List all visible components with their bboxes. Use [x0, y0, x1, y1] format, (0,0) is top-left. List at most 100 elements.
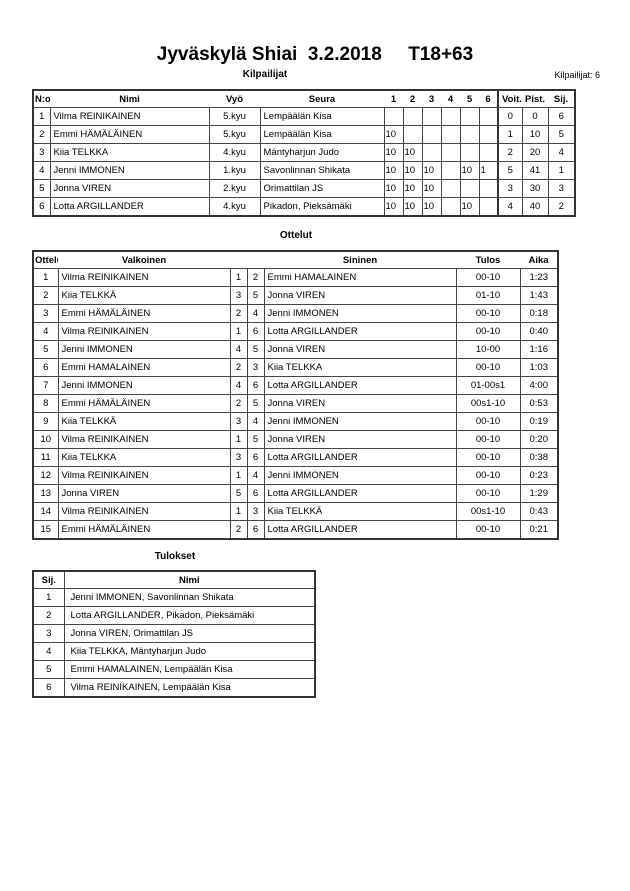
- match-row: 9 Kiia TELKKÄ 3 4 Jenni IMMONEN 00-10 0:19: [32, 412, 559, 431]
- blue-number: 4: [246, 304, 265, 323]
- match-result: 00-10: [455, 304, 521, 323]
- match-result: 00-10: [455, 322, 521, 341]
- col-header: Vyö: [209, 90, 260, 108]
- match-number: 2: [32, 286, 59, 305]
- score-cell: [459, 107, 480, 126]
- competitor-name: Vilma REINIKAINEN: [49, 107, 210, 126]
- match-number: 10: [32, 430, 59, 449]
- score-cell: [440, 179, 461, 198]
- col-sij: Sij.: [33, 571, 64, 589]
- competitor-row: 4 Jenni IMMONEN 1.kyu Savonlinnan Shikata 10…: [32, 161, 576, 180]
- competitor-number: 3: [32, 143, 51, 162]
- score-cell: 10: [402, 197, 423, 217]
- col-aika: Aika: [520, 251, 558, 269]
- competitor-number: 2: [32, 125, 51, 144]
- score-cell: [478, 107, 499, 126]
- white-number: 1: [229, 466, 248, 485]
- score-cell: 10: [459, 197, 480, 217]
- blue-number: 4: [246, 466, 265, 485]
- match-time: 0:20: [519, 430, 559, 449]
- col-header: 2: [403, 90, 422, 108]
- blue-number: 4: [246, 412, 265, 431]
- white-name: Vilma REINIKAINEN: [57, 430, 231, 449]
- blue-number: 5: [246, 430, 265, 449]
- white-name: Kiia TELKKÄ: [57, 286, 231, 305]
- result-name: Vilma REINIKAINEN, Lempäälän Kisa: [63, 678, 316, 698]
- competitor-belt: 1.kyu: [208, 161, 261, 180]
- col-header: 5: [460, 90, 479, 108]
- match-row: 4 Vilma REINIKAINEN 1 6 Lotta ARGILLANDER 00-…: [32, 322, 559, 341]
- match-time: 1:29: [519, 484, 559, 503]
- match-time: 0:53: [519, 394, 559, 413]
- match-row: 5 Jenni IMMONEN 4 5 Jonna VIREN 10-00 1:16: [32, 340, 559, 359]
- score-cell: 10: [383, 179, 404, 198]
- match-time: 1:03: [519, 358, 559, 377]
- match-row: 14 Vilma REINIKAINEN 1 3 Kiia TELKKÄ 00s1-10 0…: [32, 502, 559, 521]
- score-cell: [478, 143, 499, 162]
- competitor-points: 41: [521, 161, 549, 180]
- col-header: Sij.: [548, 90, 575, 108]
- result-row: 6 Vilma REINIKAINEN, Lempäälän Kisa: [32, 678, 316, 698]
- match-number: 9: [32, 412, 59, 431]
- competitor-club: Lempäälän Kisa: [259, 107, 385, 126]
- competitor-name: Emmi HÄMÄLÄINEN: [49, 125, 210, 144]
- white-number: 3: [229, 286, 248, 305]
- competitor-name: Kiia TELKKA: [49, 143, 210, 162]
- match-number: 1: [32, 268, 59, 287]
- match-time: 4:00: [519, 376, 559, 395]
- score-cell: 10: [402, 143, 423, 162]
- blue-name: Jonna VIREN: [263, 286, 457, 305]
- score-cell: [402, 107, 423, 126]
- match-result: 00-10: [455, 520, 521, 540]
- competitor-place: 2: [547, 197, 576, 217]
- white-number: 3: [229, 412, 248, 431]
- match-result: 01-10: [455, 286, 521, 305]
- blue-name: Lotta ARGILLANDER: [263, 520, 457, 540]
- blue-name: Jenni IMMONEN: [263, 412, 457, 431]
- col-sininen: Sininen: [264, 251, 456, 269]
- blue-name: Kiia TELKKÄ: [263, 502, 457, 521]
- competitor-wins: 5: [497, 161, 523, 180]
- match-result: 10-00: [455, 340, 521, 359]
- white-name: Jenni IMMONEN: [57, 376, 231, 395]
- match-result: 00s1-10: [455, 502, 521, 521]
- score-cell: [402, 125, 423, 144]
- competitor-count: Kilpailijat: 6: [554, 70, 600, 80]
- blue-number: 3: [246, 358, 265, 377]
- competitor-wins: 3: [497, 179, 523, 198]
- match-number: 7: [32, 376, 59, 395]
- match-row: 12 Vilma REINIKAINEN 1 4 Jenni IMMONEN 00-10 0…: [32, 466, 559, 485]
- results-table: Sij. Nimi 1 Jenni IMMONEN, Savonlinnan Sh…: [32, 570, 316, 698]
- competitor-number: 6: [32, 197, 51, 217]
- result-row: 3 Jonna VIREN, Orimattilan JS: [32, 624, 316, 643]
- blue-name: Lotta ARGILLANDER: [263, 376, 457, 395]
- col-header: 4: [441, 90, 460, 108]
- result-place: 3: [32, 624, 65, 643]
- page-title: Jyväskylä Shiai 3.2.2018 T18+63: [156, 44, 474, 65]
- white-name: Emmi HÄMÄLÄINEN: [57, 520, 231, 540]
- match-time: 0:40: [519, 322, 559, 341]
- score-cell: 10: [421, 197, 442, 217]
- blue-name: Lotta ARGILLANDER: [263, 484, 457, 503]
- score-cell: 10: [383, 125, 404, 144]
- match-time: 0:38: [519, 448, 559, 467]
- match-time: 1:16: [519, 340, 559, 359]
- match-row: 11 Kiia TELKKA 3 6 Lotta ARGILLANDER 00-10 0:3…: [32, 448, 559, 467]
- col-header: Voit.: [497, 90, 522, 108]
- col-header: 1: [384, 90, 403, 108]
- match-result: 00-10: [455, 412, 521, 431]
- competitor-points: 40: [521, 197, 549, 217]
- blue-name: Jenni IMMONEN: [263, 304, 457, 323]
- white-number: 5: [229, 484, 248, 503]
- competitor-belt: 4.kyu: [208, 197, 261, 217]
- score-cell: 10: [383, 143, 404, 162]
- match-time: 0:23: [519, 466, 559, 485]
- white-number: 2: [229, 520, 248, 540]
- score-cell: 10: [421, 179, 442, 198]
- match-number: 15: [32, 520, 59, 540]
- score-cell: 10: [383, 197, 404, 217]
- col-valkoinen: Valkoinen: [58, 251, 230, 269]
- col-header: 6: [479, 90, 498, 108]
- blue-number: 5: [246, 340, 265, 359]
- match-number: 5: [32, 340, 59, 359]
